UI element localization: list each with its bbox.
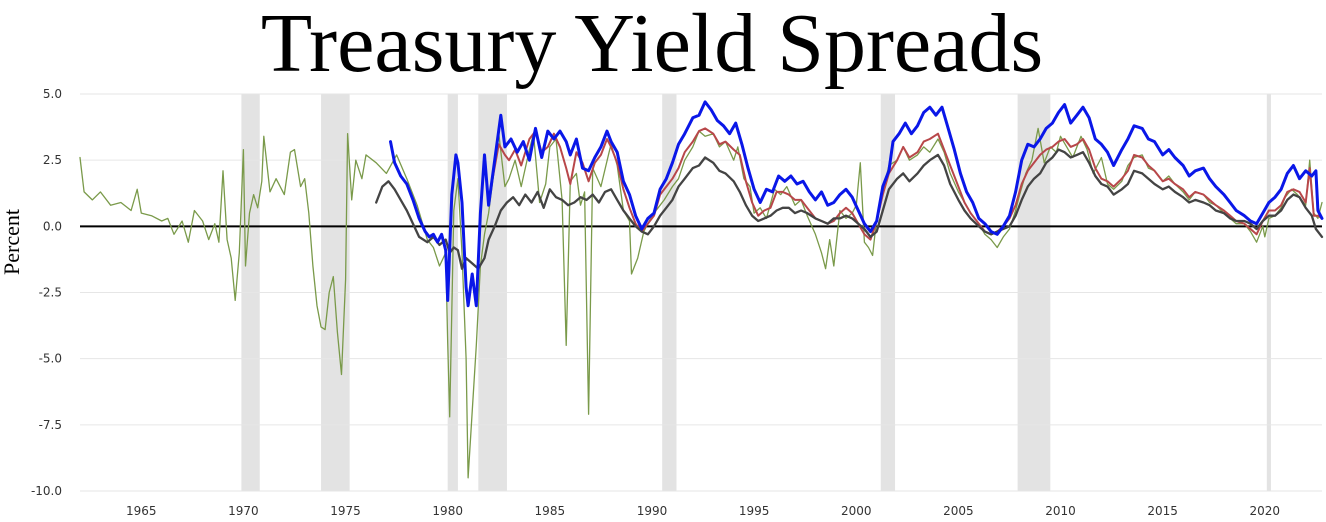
- x-tick-label: 1970: [228, 504, 259, 518]
- series-lines: [79, 100, 1324, 479]
- x-tick-label: 1965: [126, 504, 157, 518]
- series-line: [389, 100, 1324, 308]
- y-axis-label: Percent: [0, 209, 24, 275]
- x-tick-label: 1995: [739, 504, 770, 518]
- series-line: [79, 127, 1323, 479]
- y-tick-label: 0.0: [43, 219, 62, 233]
- x-tick-label: 2000: [841, 504, 872, 518]
- x-tick-label: 1980: [432, 504, 463, 518]
- y-tick-label: -10.0: [31, 484, 62, 498]
- y-tick-label: -7.5: [39, 418, 62, 432]
- x-tick-label: 2005: [943, 504, 974, 518]
- x-tick-label: 1985: [535, 504, 566, 518]
- y-tick-label: -2.5: [39, 286, 62, 300]
- series-line: [375, 148, 1324, 270]
- x-tick-label: 1975: [330, 504, 361, 518]
- x-axis-ticks: 1965 1970 1975 1980 1985 1990 1995 2000 2005 2010…: [126, 504, 1280, 518]
- y-tick-label: 2.5: [43, 153, 62, 167]
- chart-title: Treasury Yield Spreads: [261, 0, 1043, 90]
- x-tick-label: 2015: [1147, 504, 1178, 518]
- y-axis-ticks: 5.0 2.5 0.0 -2.5 -5.0 -7.5 -10.0: [31, 87, 62, 498]
- x-tick-label: 2020: [1250, 504, 1281, 518]
- y-tick-label: 5.0: [43, 87, 62, 101]
- series-line: [491, 127, 1323, 241]
- x-tick-label: 2010: [1045, 504, 1076, 518]
- y-tick-label: -5.0: [39, 352, 62, 366]
- x-tick-label: 1990: [637, 504, 668, 518]
